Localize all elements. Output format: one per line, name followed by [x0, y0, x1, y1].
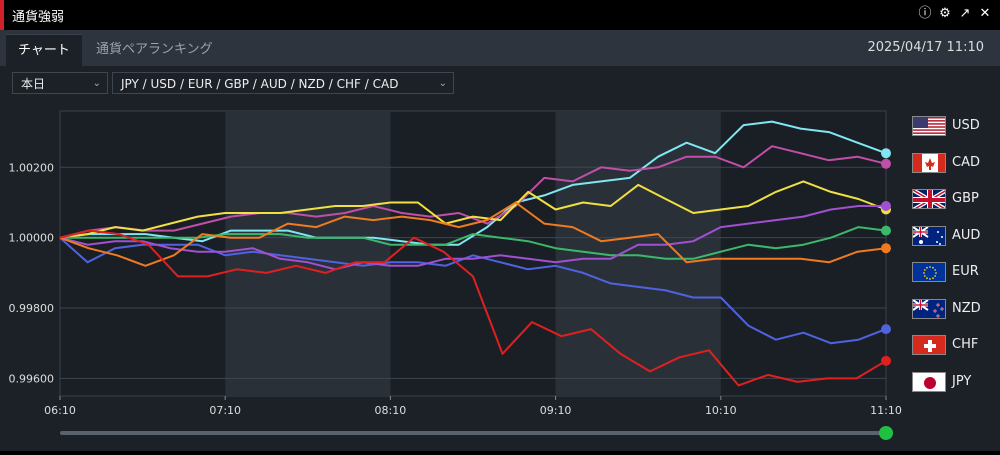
current-datetime: 2025/04/17 11:10 — [867, 40, 984, 55]
y-tick-label: 0.99800 — [9, 302, 55, 315]
help-icon[interactable]: ⓘ — [918, 6, 932, 21]
currency-pairs-select[interactable]: JPY / USD / EUR / GBP / AUD / NZD / CHF … — [112, 72, 454, 94]
ch-flag-icon — [912, 335, 946, 355]
series-line-nzd — [59, 205, 886, 271]
window-title: 通貨強弱 — [12, 10, 65, 25]
control-bar: 本日 ⌄ JPY / USD / EUR / GBP / AUD / NZD /… — [0, 66, 1000, 102]
legend-label: GBP — [952, 191, 979, 206]
legend-item-gbp[interactable]: GBP — [912, 189, 992, 211]
legend-label: JPY — [952, 373, 972, 389]
period-select[interactable]: 本日 ⌄ — [12, 72, 108, 94]
hour-band — [555, 111, 721, 396]
series-line-jpy — [59, 229, 887, 387]
legend-label: EUR — [952, 264, 979, 279]
legend-item-jpy[interactable]: JPY — [912, 371, 992, 394]
y-tick-label: 1.00000 — [9, 232, 55, 245]
window-controls: ⓘ ⚙ ↗ ✕ — [918, 6, 992, 22]
popout-icon[interactable]: ↗ — [959, 6, 971, 21]
tab-bar: チャート 通貨ペアランキング 2025/04/17 11:10 — [0, 30, 1000, 67]
chart-area: 1.00200 1.00000 0.99800 0.99600 06:10 07:10 0… — [0, 102, 1000, 451]
ca-flag-icon — [912, 152, 946, 173]
time-slider-handle[interactable] — [879, 426, 893, 440]
series-endpoint-jpy — [881, 355, 891, 366]
strength-chart: 1.00200 1.00000 0.99800 0.99600 06:10 07:10 0… — [9, 110, 902, 440]
tab-pair-ranking[interactable]: 通貨ペアランキング — [96, 42, 213, 57]
us-flag-icon — [912, 116, 946, 136]
legend-item-nzd[interactable]: NZD — [912, 298, 992, 321]
x-tick-label: 09:10 — [540, 404, 572, 417]
legend-label: CAD — [952, 154, 980, 170]
period-value: 本日 — [21, 77, 46, 91]
legend-item-cad[interactable]: CAD — [912, 152, 992, 175]
chevron-down-icon: ⌄ — [438, 78, 447, 89]
series-line-usd — [59, 120, 887, 246]
jp-flag-icon — [912, 371, 946, 392]
legend-item-chf[interactable]: CHF — [912, 335, 992, 357]
legend-item-aud[interactable]: AUD — [912, 225, 992, 248]
chevron-down-icon: ⌄ — [92, 78, 101, 89]
x-tick-label: 07:10 — [209, 404, 241, 417]
legend-label: CHF — [952, 337, 979, 352]
series-line-gbp — [59, 180, 887, 239]
series-endpoint-eur — [881, 324, 891, 335]
eu-flag-icon — [912, 262, 946, 282]
y-tick-label: 1.00200 — [9, 161, 55, 174]
x-tick-label: 08:10 — [375, 404, 407, 417]
series-endpoint-aud — [881, 225, 891, 236]
title-bar: 通貨強弱 ⓘ ⚙ ↗ ✕ — [0, 0, 1000, 30]
series-endpoint-chf — [881, 243, 891, 254]
legend-label: NZD — [952, 300, 981, 316]
nz-flag-icon — [912, 298, 946, 319]
series-line-eur — [59, 236, 887, 345]
legend-item-eur[interactable]: EUR — [912, 262, 992, 284]
hour-band — [225, 111, 391, 396]
x-tick-label: 06:10 — [44, 404, 76, 417]
currency-pairs-value: JPY / USD / EUR / GBP / AUD / NZD / CHF … — [121, 77, 399, 91]
gb-flag-icon — [912, 189, 946, 209]
series-endpoint-nzd — [881, 201, 891, 211]
plot-background — [59, 110, 887, 397]
series-line-cad — [59, 145, 887, 239]
x-tick-label: 11:10 — [870, 404, 902, 417]
legend-item-usd[interactable]: USD — [912, 116, 992, 138]
series-line-chf — [59, 201, 887, 267]
y-tick-label: 0.99600 — [9, 372, 55, 385]
au-flag-icon — [912, 225, 946, 246]
legend-label: USD — [952, 118, 980, 133]
series-endpoint-usd — [881, 148, 891, 159]
tab-chart[interactable]: チャート — [6, 34, 82, 67]
close-icon[interactable]: ✕ — [979, 6, 991, 21]
series-endpoint-cad — [881, 158, 891, 169]
legend-label: AUD — [952, 227, 981, 243]
x-tick-label: 10:10 — [705, 404, 737, 417]
time-slider-track[interactable] — [60, 431, 886, 435]
gear-icon[interactable]: ⚙ — [939, 6, 951, 21]
